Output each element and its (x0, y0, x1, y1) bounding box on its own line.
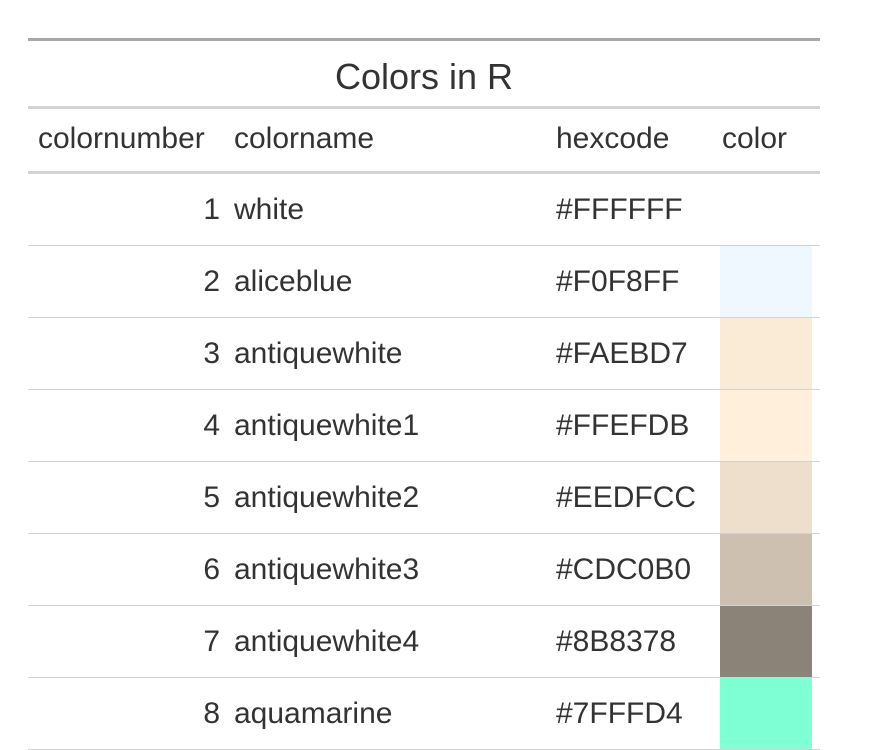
cell-hexcode: #F0F8FF (556, 265, 680, 298)
cell-hexcode: #CDC0B0 (556, 553, 692, 586)
table-header-row: colornumber colorname hexcode color (28, 109, 820, 174)
cell-hexcode: #8B8378 (556, 625, 677, 658)
cell-hexcode: #EEDFCC (556, 481, 697, 514)
table-title: Colors in R (28, 41, 820, 109)
table-row: 2 aliceblue #F0F8FF (28, 246, 820, 318)
color-swatch (720, 534, 812, 605)
color-swatch (720, 246, 812, 317)
table-row: 8 aquamarine #7FFFD4 (28, 678, 820, 750)
cell-colorname: aliceblue (234, 265, 353, 298)
cell-colornumber: 6 (203, 553, 220, 586)
table-row: 1 white #FFFFFF (28, 174, 820, 246)
table-body: 1 white #FFFFFF 2 aliceblue #F0F8FF 3 antiquewh… (28, 174, 820, 750)
cell-color (720, 390, 820, 461)
cell-hexcode: #FFEFDB (556, 409, 690, 442)
cell-hexcode: #FAEBD7 (556, 337, 688, 370)
cell-color (720, 246, 820, 317)
cell-hexcode: #7FFFD4 (556, 697, 683, 730)
column-header-hexcode: hexcode (556, 122, 670, 155)
table-row: 7 antiquewhite4 #8B8378 (28, 606, 820, 678)
cell-color (720, 174, 820, 245)
cell-colornumber: 1 (203, 193, 220, 226)
cell-color (720, 318, 820, 389)
cell-colornumber: 7 (203, 625, 220, 658)
table-top-rule (28, 38, 820, 41)
cell-color (720, 462, 820, 533)
table-row: 5 antiquewhite2 #EEDFCC (28, 462, 820, 534)
cell-colornumber: 2 (203, 265, 220, 298)
cell-colornumber: 3 (203, 337, 220, 370)
table-row: 6 antiquewhite3 #CDC0B0 (28, 534, 820, 606)
cell-colorname: antiquewhite2 (234, 481, 420, 514)
column-header-colornumber: colornumber (38, 122, 205, 155)
cell-hexcode: #FFFFFF (556, 193, 683, 226)
cell-colornumber: 4 (203, 409, 220, 442)
cell-colornumber: 8 (203, 697, 220, 730)
color-swatch (720, 390, 812, 461)
color-swatch (720, 462, 812, 533)
cell-color (720, 678, 820, 749)
cell-color (720, 534, 820, 605)
cell-colorname: antiquewhite4 (234, 625, 420, 658)
cell-colorname: white (234, 193, 305, 226)
color-swatch (720, 606, 812, 677)
color-swatch (720, 318, 812, 389)
cell-colorname: antiquewhite1 (234, 409, 420, 442)
cell-colorname: antiquewhite3 (234, 553, 420, 586)
color-swatch (720, 174, 812, 245)
cell-colorname: antiquewhite (234, 337, 403, 370)
table-row: 4 antiquewhite1 #FFEFDB (28, 390, 820, 462)
cell-color (720, 606, 820, 677)
column-header-color: color (722, 122, 788, 155)
cell-colorname: aquamarine (234, 697, 393, 730)
color-swatch (720, 678, 812, 749)
column-header-colorname: colorname (234, 122, 375, 155)
cell-colornumber: 5 (203, 481, 220, 514)
colors-table: Colors in R colornumber colorname hexcod… (28, 38, 820, 750)
table-row: 3 antiquewhite #FAEBD7 (28, 318, 820, 390)
